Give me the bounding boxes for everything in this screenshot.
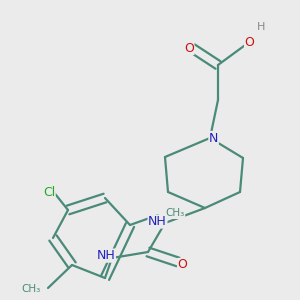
Text: O: O [184, 41, 194, 55]
Text: CH₃: CH₃ [21, 284, 40, 295]
Text: Cl: Cl [43, 187, 55, 200]
Text: NH: NH [148, 215, 167, 228]
Text: N: N [209, 131, 218, 145]
Text: O: O [244, 37, 254, 50]
Text: CH₃: CH₃ [166, 208, 185, 218]
Text: NH: NH [97, 249, 116, 262]
Text: H: H [257, 22, 265, 32]
Text: O: O [178, 259, 188, 272]
